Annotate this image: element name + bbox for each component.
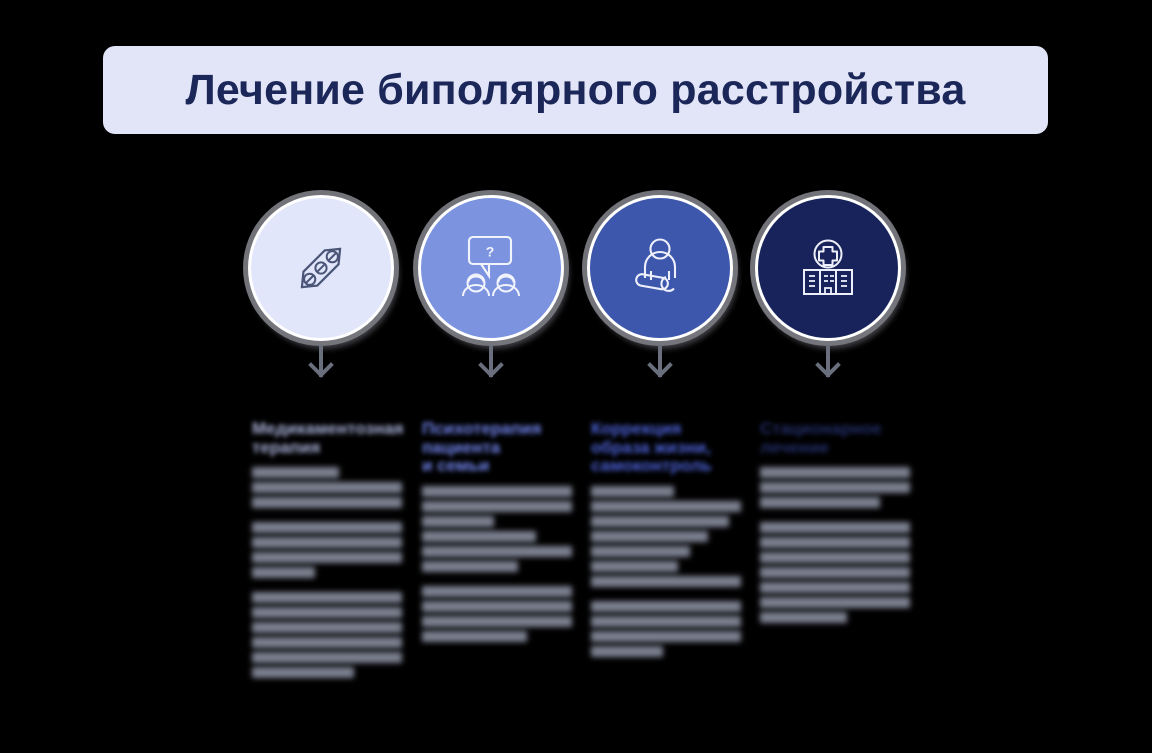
svg-text:?: ? (486, 244, 495, 260)
